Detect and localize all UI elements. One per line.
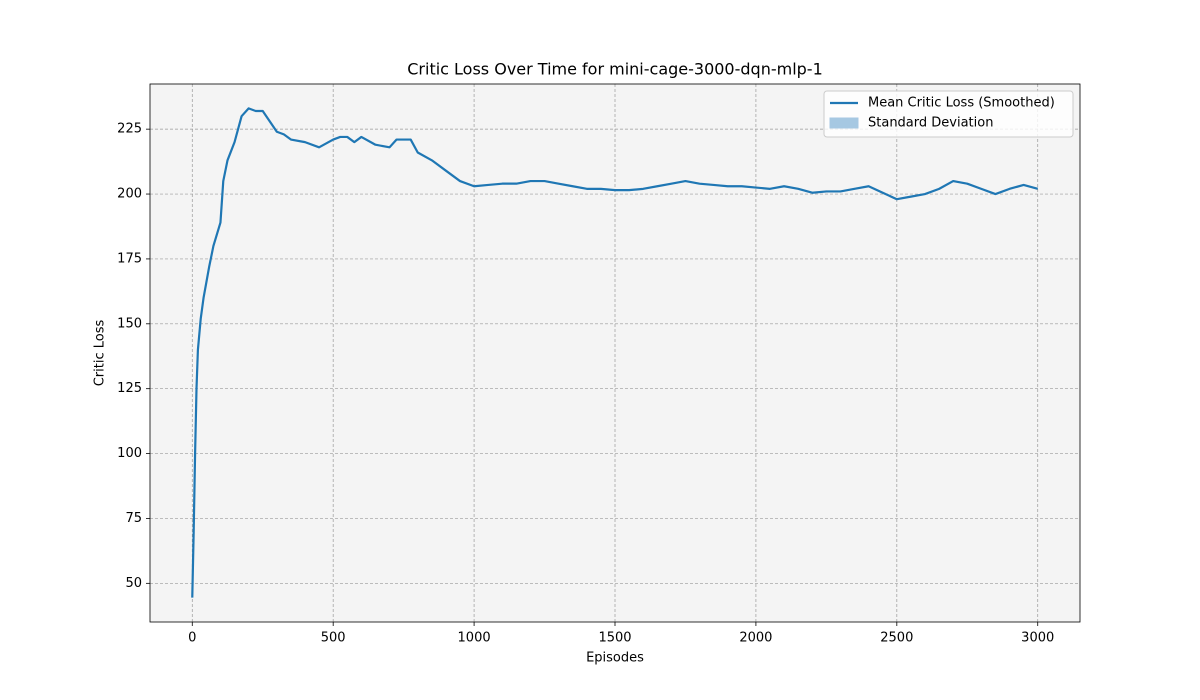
y-tick-label: 125 — [117, 381, 142, 396]
x-tick-label: 2000 — [739, 631, 772, 646]
y-tick-label: 100 — [117, 446, 142, 461]
lines — [191, 107, 1039, 598]
y-tick-label: 50 — [125, 576, 142, 591]
x-tick-label: 3000 — [1021, 631, 1054, 646]
y-tick-label: 225 — [117, 122, 142, 137]
x-tick-label: 2500 — [880, 631, 913, 646]
legend: Mean Critic Loss (Smoothed) Standard Devi… — [823, 90, 1074, 138]
y-tick-label: 200 — [117, 187, 142, 202]
x-tick-label: 0 — [188, 631, 196, 646]
legend-swatch — [829, 117, 859, 129]
y-tick-label: 175 — [117, 251, 142, 266]
y-tick-label: 75 — [125, 511, 142, 526]
y-tick-label: 150 — [117, 316, 142, 331]
x-tick-label: 1000 — [458, 631, 491, 646]
legend-label: Standard Deviation — [868, 116, 993, 131]
chart-title: Critic Loss Over Time for mini-cage-3000… — [407, 60, 823, 79]
legend-label: Mean Critic Loss (Smoothed) — [868, 96, 1055, 111]
x-axis-label: Episodes — [586, 651, 644, 666]
plot-area — [150, 84, 1080, 622]
x-tick-label: 1500 — [598, 631, 631, 646]
plot-frame — [149, 83, 1081, 623]
y-axis-label: Critic Loss — [93, 320, 108, 387]
data-line — [191, 107, 1039, 598]
x-tick-label: 500 — [321, 631, 346, 646]
legend-box — [823, 90, 1074, 138]
